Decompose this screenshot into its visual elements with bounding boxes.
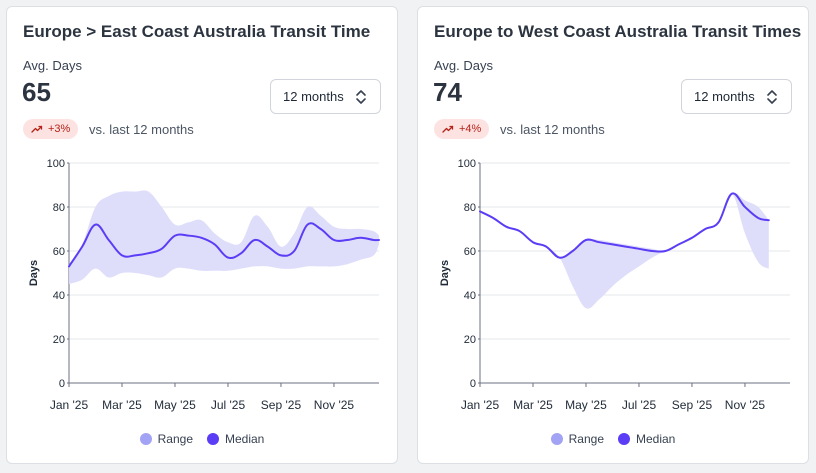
comparison-text: vs. last 12 months — [89, 122, 194, 137]
y-tick-label: 60 — [464, 246, 476, 258]
card-title: Europe > East Coast Australia Transit Ti… — [23, 22, 371, 41]
legend-label-range: Range — [157, 432, 193, 446]
metric-label: Avg. Days — [23, 58, 83, 73]
y-axis-label: Days — [28, 260, 40, 286]
x-tick-label: Nov '25 — [314, 398, 355, 412]
y-tick-label: 100 — [458, 158, 476, 170]
range-series — [480, 192, 769, 309]
chevron-up-down-icon — [767, 90, 777, 104]
y-tick-label: 40 — [464, 290, 476, 302]
x-tick-label: May '25 — [565, 398, 607, 412]
y-tick-label: 0 — [59, 378, 65, 390]
legend-item-median[interactable]: Median — [618, 432, 675, 446]
change-badge: +3% — [23, 119, 79, 139]
x-tick-label: Sep '25 — [672, 398, 713, 412]
range-swatch-icon — [139, 433, 152, 445]
y-tick-label: 80 — [464, 202, 476, 214]
range-swatch-icon — [550, 433, 563, 445]
card-west-coast: Europe to West Coast Australia Transit T… — [417, 6, 809, 464]
y-tick-label: 100 — [47, 158, 65, 170]
legend-item-median[interactable]: Median — [207, 432, 264, 446]
x-tick-label: Jan '25 — [50, 398, 89, 412]
metric-label: Avg. Days — [434, 58, 494, 73]
period-select-value: 12 months — [694, 89, 755, 104]
median-series-line — [68, 222, 380, 268]
x-tick-label: Jan '25 — [461, 398, 500, 412]
period-select[interactable]: 12 months — [270, 79, 381, 114]
y-tick-label: 20 — [53, 334, 65, 346]
change-badge-value: +4% — [459, 123, 482, 135]
period-select-value: 12 months — [283, 89, 344, 104]
legend-label-median: Median — [636, 432, 676, 446]
period-select[interactable]: 12 months — [681, 79, 792, 114]
x-tick-label: Sep '25 — [261, 398, 302, 412]
x-tick-label: Jul '25 — [622, 398, 657, 412]
y-tick-label: 0 — [470, 378, 476, 390]
y-tick-label: 60 — [53, 246, 65, 258]
y-tick-label: 40 — [53, 290, 65, 302]
change-badge-value: +3% — [48, 123, 71, 135]
y-tick-label: 20 — [464, 334, 476, 346]
trending-up-icon — [442, 125, 454, 133]
chart-legend: Range Median — [418, 432, 808, 446]
median-swatch-icon — [207, 433, 219, 445]
trending-up-icon — [31, 125, 43, 133]
card-title: Europe to West Coast Australia Transit T… — [434, 22, 802, 41]
median-series-line — [479, 192, 770, 259]
x-tick-label: Mar '25 — [102, 398, 142, 412]
y-tick-label: 80 — [53, 202, 65, 214]
range-series — [69, 190, 379, 284]
chart-legend: Range Median — [7, 432, 397, 446]
x-tick-label: Nov '25 — [725, 398, 766, 412]
metric-value: 65 — [22, 77, 51, 107]
legend-label-median: Median — [225, 432, 265, 446]
x-tick-label: Jul '25 — [211, 398, 246, 412]
transit-time-chart: 0 20 40 60 80 100 Jan '25 Mar '25 May '25 Jul '25… — [439, 158, 790, 412]
chevron-up-down-icon — [356, 90, 366, 104]
legend-item-range[interactable]: Range — [550, 432, 604, 446]
x-tick-label: Mar '25 — [513, 398, 553, 412]
y-axis-label: Days — [439, 260, 451, 286]
comparison-text: vs. last 12 months — [500, 122, 605, 137]
change-badge: +4% — [434, 119, 490, 139]
x-tick-label: May '25 — [154, 398, 196, 412]
legend-item-range[interactable]: Range — [139, 432, 193, 446]
metric-value: 74 — [433, 77, 462, 107]
legend-label-range: Range — [568, 432, 604, 446]
median-swatch-icon — [618, 433, 630, 445]
transit-time-chart: 0 20 40 60 80 100 Jan '25 Mar '25 May '25 Jul '25… — [28, 158, 380, 412]
card-east-coast: Europe > East Coast Australia Transit Ti… — [6, 6, 398, 464]
